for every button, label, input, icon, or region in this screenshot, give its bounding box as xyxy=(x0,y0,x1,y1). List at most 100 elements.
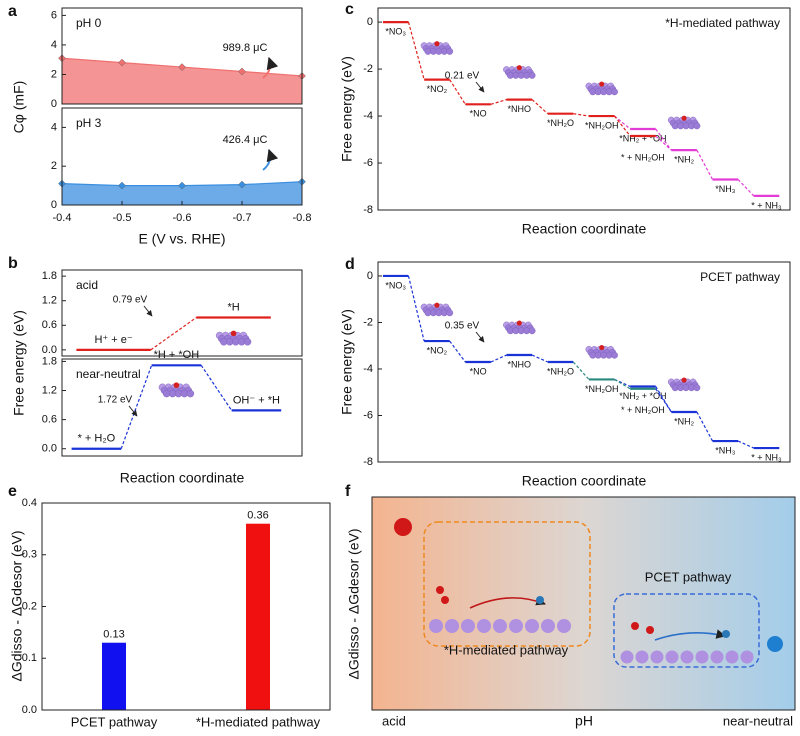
y-tick-label: 0.0 xyxy=(22,704,37,716)
plot-frame xyxy=(61,7,303,105)
y-tick-label: 1.8 xyxy=(42,270,57,282)
atom xyxy=(493,619,507,633)
panel-label: f xyxy=(345,483,351,500)
level-label: *NH₂ + *OH xyxy=(619,391,666,401)
x-axis-label: Reaction coordinate xyxy=(120,470,245,486)
atom xyxy=(429,619,443,633)
molecule-atom xyxy=(631,622,639,630)
gradient-background xyxy=(371,496,796,711)
connector xyxy=(531,354,548,363)
panel-label: d xyxy=(345,256,355,273)
connector xyxy=(572,361,590,380)
level-label: *NO₂ xyxy=(427,84,448,94)
pathway-label: PCET pathway xyxy=(645,569,732,584)
level-label: * + NH₂OH xyxy=(621,152,665,162)
level-label: *NH₃ xyxy=(715,445,736,455)
connector xyxy=(150,317,197,351)
level-label: *NO₃ xyxy=(385,280,406,290)
annotation: 1.72 eV xyxy=(98,395,133,406)
panel-label: e xyxy=(8,483,17,500)
level-label: * + NH₃ xyxy=(751,200,782,210)
y-tick-label: -4 xyxy=(363,363,373,375)
subplot-title: pH 3 xyxy=(76,116,102,130)
point xyxy=(178,181,186,190)
catalyst-icon xyxy=(158,382,195,398)
molecule-atom xyxy=(722,630,730,638)
y-tick-label: 0.3 xyxy=(22,549,37,561)
y-tick-label: 0.4 xyxy=(22,497,37,509)
value-label: 0.36 xyxy=(247,510,268,522)
atom xyxy=(680,650,694,664)
molecule-atom xyxy=(441,596,449,604)
y-tick-label: 0 xyxy=(367,16,373,28)
annotation-arrow xyxy=(143,305,153,317)
x-axis-label: E (V vs. RHE) xyxy=(138,231,225,247)
annotation: 0.35 eV xyxy=(445,321,480,332)
y-tick-label: 1.8 xyxy=(42,355,57,367)
y-axis-label: Free energy (eV) xyxy=(339,56,355,162)
panel-label: c xyxy=(345,1,354,18)
adsorbate xyxy=(599,81,605,87)
atom xyxy=(693,384,701,392)
catalyst-icon xyxy=(215,330,252,346)
atom xyxy=(446,309,454,317)
x-tick-label: -0.4 xyxy=(53,212,72,224)
y-tick-label: -2 xyxy=(363,316,373,328)
subplot-title: PCET pathway xyxy=(700,270,780,284)
adsorbate xyxy=(681,115,687,121)
level-label: *NHO xyxy=(508,104,532,114)
catalyst-icon xyxy=(667,115,701,130)
catalyst-icon xyxy=(503,65,536,79)
annotation: 0.79 eV xyxy=(113,295,148,306)
connector xyxy=(655,135,672,151)
level-label: *NH₂OH xyxy=(585,120,619,130)
connector xyxy=(696,149,714,180)
y-tick-label: 0.2 xyxy=(22,600,37,612)
y-tick-label: 0.1 xyxy=(22,652,37,664)
pathway-box xyxy=(613,593,760,668)
x-axis-label: pH xyxy=(575,713,593,729)
annotation-arrow xyxy=(475,331,485,343)
atom xyxy=(186,389,195,398)
panel-label: a xyxy=(8,3,17,20)
catalyst-icon xyxy=(503,320,536,335)
y-tick-label: 0 xyxy=(51,98,57,110)
adsorbate xyxy=(230,330,237,337)
connector xyxy=(200,364,233,411)
adsorbate xyxy=(173,382,180,389)
annotation: 0.21 eV xyxy=(445,71,480,82)
point xyxy=(118,58,126,67)
connector xyxy=(696,411,714,442)
x-axis-label: Reaction coordinate xyxy=(522,473,647,489)
atom xyxy=(611,88,618,96)
level-label: *NH₂O xyxy=(547,118,574,128)
plot-frame xyxy=(377,7,791,211)
level-label: *NH₂O xyxy=(547,366,574,376)
connector xyxy=(490,354,507,363)
level-label: *NH₂ + *OH xyxy=(619,133,666,143)
level-label: OH⁻ + *H xyxy=(233,394,280,406)
y-axis-label: ΔGdisso - ΔGdesor (eV) xyxy=(346,529,362,680)
adsorbate xyxy=(599,344,605,351)
annotation: 989.8 μC xyxy=(223,42,268,54)
level-label: *NH₂OH xyxy=(585,384,619,394)
level-label: H⁺ + e⁻ xyxy=(94,334,132,346)
atom xyxy=(611,351,618,359)
plot-frame xyxy=(377,261,791,463)
adsorbate xyxy=(434,41,440,47)
connector xyxy=(531,99,549,115)
point xyxy=(238,180,246,189)
atom xyxy=(445,619,459,633)
connector xyxy=(614,115,631,137)
x-tick-label: -0.7 xyxy=(233,212,252,224)
x-tick-label: -0.5 xyxy=(113,212,132,224)
x-axis-label: Reaction coordinate xyxy=(522,221,647,237)
connector xyxy=(737,440,754,449)
adsorbate xyxy=(516,320,522,326)
connector xyxy=(449,340,466,363)
pathway-label: *H-mediated pathway xyxy=(444,642,569,657)
connector xyxy=(614,115,631,130)
level-label: *NHO xyxy=(508,359,532,369)
level-label: *NH₃ xyxy=(715,184,736,194)
